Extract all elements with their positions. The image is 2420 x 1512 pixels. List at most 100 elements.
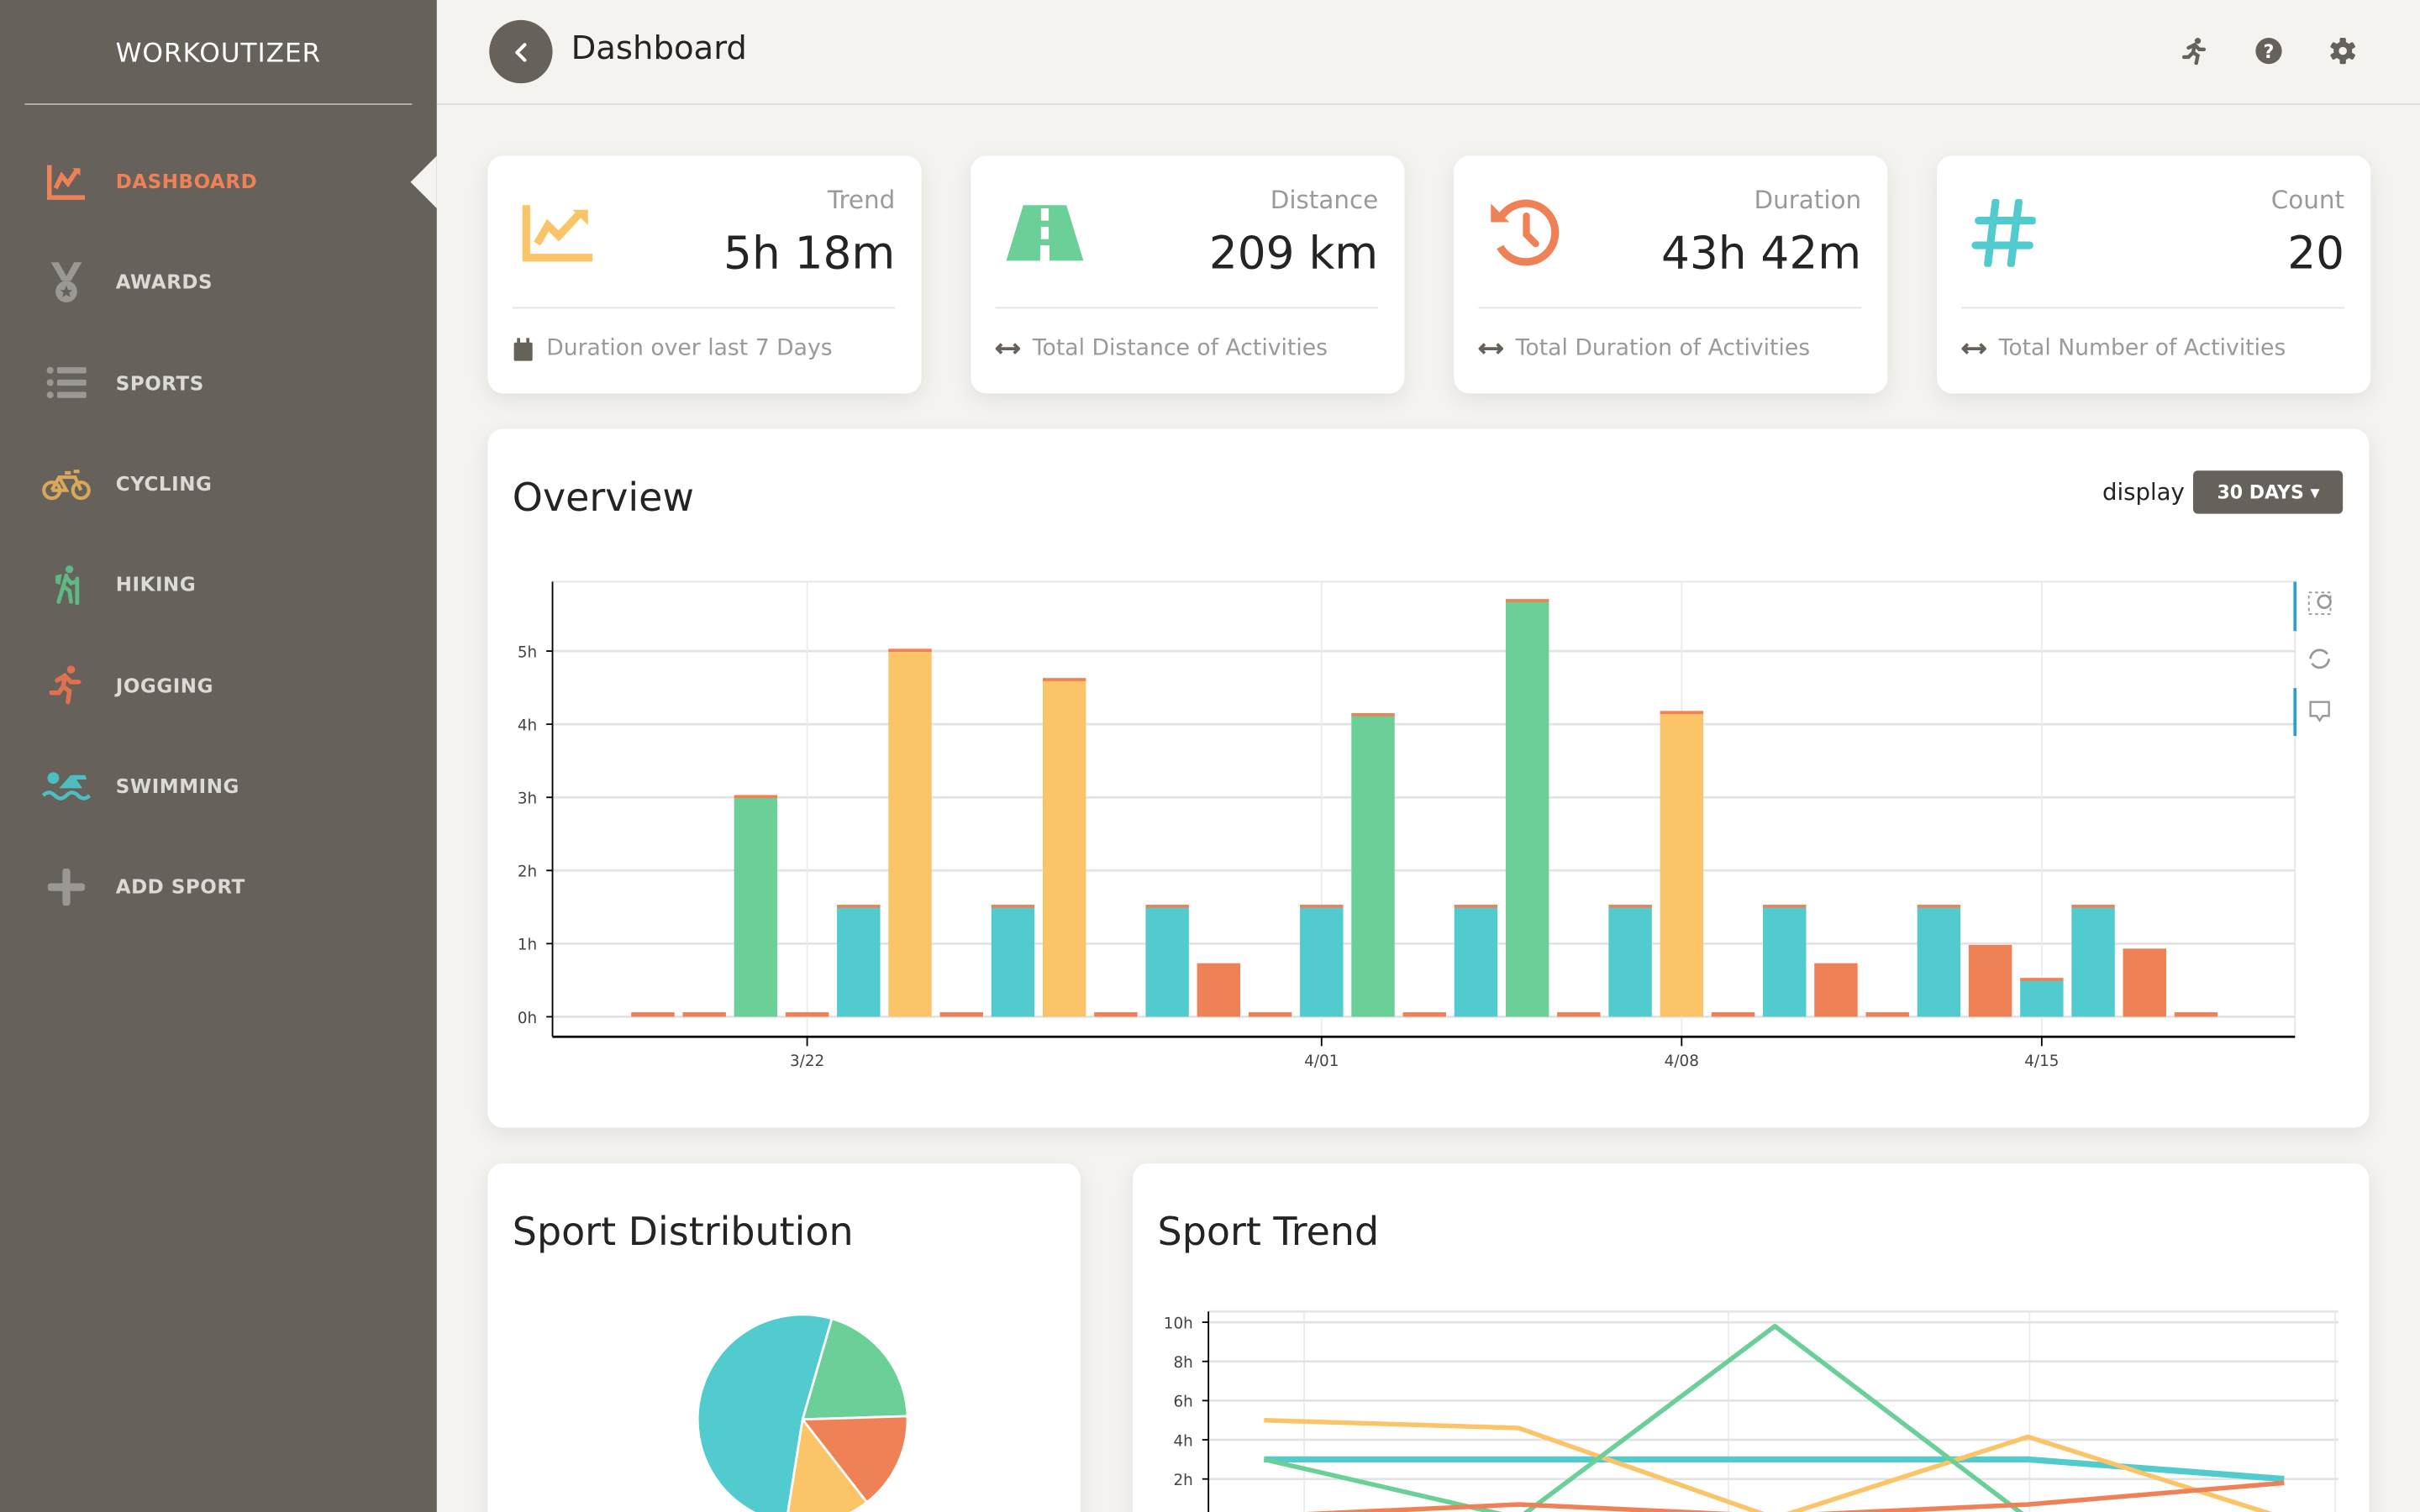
bar-cap (1608, 905, 1652, 908)
sidebar-item-hiking[interactable]: HIKING (0, 534, 437, 635)
divider (512, 307, 896, 309)
sidebar-item-label: SWIMMING (115, 774, 239, 798)
bar-3/29 (1145, 906, 1189, 1017)
line-jogging (1305, 1480, 2285, 1512)
sidebar-item-awards[interactable]: AWARDS (0, 232, 437, 333)
top-bar: Dashboard ? (436, 0, 2420, 105)
bar-4/15 (2020, 979, 2064, 1017)
bar-cap (1711, 1012, 1755, 1016)
pie-slice-cycling (786, 1416, 869, 1512)
bar-4/04 (1454, 906, 1498, 1017)
y-tick-label: 10h (1164, 1315, 1193, 1332)
sidebar-item-swimming[interactable]: SWIMMING (0, 736, 437, 837)
sidebar-item-jogging[interactable]: JOGGING (0, 635, 437, 736)
chart-line-icon (522, 205, 593, 262)
bar-3/28 (1094, 1014, 1138, 1017)
sport-trend-title: Sport Trend (1157, 1210, 1380, 1255)
help-icon[interactable]: ? (2254, 34, 2285, 67)
bar-4/13 (1917, 906, 1961, 1017)
stat-card-count: Count 20 Total Number of Activities (1937, 155, 2371, 394)
bar-4/11 (1814, 965, 1858, 1017)
sidebar-item-sports[interactable]: SPORTS (0, 333, 437, 433)
bar-cap (1814, 963, 1858, 967)
hiking-icon (42, 559, 92, 609)
bar-cap (1145, 905, 1189, 908)
bar-3/24 (888, 651, 932, 1017)
y-tick-label: 4h (1173, 1432, 1192, 1450)
page-title: Dashboard (571, 29, 747, 66)
stat-value: 20 (2287, 227, 2345, 280)
stat-footer: Total Duration of Activities (1515, 336, 1811, 361)
y-tick-label: 0h (1173, 1511, 1192, 1512)
bar-4/02 (1351, 715, 1395, 1017)
stat-label: Duration (1754, 185, 1862, 215)
back-button[interactable] (489, 19, 553, 84)
sport-distribution-pie (696, 1313, 909, 1512)
bar-cap (1402, 1012, 1446, 1016)
chart-line-icon (42, 157, 92, 207)
bar-cap (2071, 905, 2115, 908)
bar-cap (1300, 905, 1344, 908)
sidebar-item-dashboard[interactable]: DASHBOARD (0, 131, 437, 232)
y-tick-label: 3h (518, 790, 537, 808)
bar-cap (991, 905, 1035, 908)
stat-card-trend: Trend 5h 18m Duration over last 7 Days (487, 155, 922, 394)
bar-3/25 (939, 1014, 983, 1017)
road-icon (1006, 205, 1084, 261)
history-icon (1491, 199, 1560, 266)
x-tick-label: 4/01 (1304, 1053, 1339, 1070)
bar-cap (1042, 678, 1086, 681)
brand-logo[interactable]: WORKOUTIZER (24, 0, 413, 105)
bar-cap (734, 795, 778, 799)
overview-bar-chart: 0h 1h 2h 3h 4h 5h 3/22 4/01 4/08 4/15 (518, 580, 2332, 1070)
bar-4/01 (1300, 906, 1344, 1017)
bar-4/06 (1557, 1014, 1601, 1017)
y-tick-label: 0h (518, 1010, 537, 1027)
display-label: display (2102, 478, 2185, 507)
bar-cap (631, 1012, 675, 1016)
arrows-horizontal-icon (995, 343, 1021, 354)
plot-frame (551, 580, 2296, 1038)
bar-4/03 (1402, 1014, 1446, 1017)
stat-value: 43h 42m (1660, 227, 1862, 280)
bar-3/21 (734, 797, 778, 1017)
bar-3/20 (682, 1014, 726, 1017)
calendar-icon (513, 337, 533, 360)
running-icon (42, 660, 92, 710)
arrows-horizontal-icon (1478, 343, 1503, 354)
divider (995, 307, 1379, 309)
sidebar-item-cycling[interactable]: CYCLING (0, 433, 437, 534)
divider (1478, 307, 1862, 309)
comment-bubble (2309, 701, 2330, 722)
bar-3/31 (1248, 1014, 1292, 1017)
zoom-lens (2317, 594, 2332, 610)
list-icon (42, 359, 92, 408)
stat-footer: Total Number of Activities (1998, 336, 2286, 361)
stat-footer: Total Distance of Activities (1032, 336, 1328, 361)
sport-trend-card: Sport Trend 0h 2h 4h 6h 8h 10h (1133, 1163, 2370, 1512)
pie-slice-hiking (801, 1317, 909, 1421)
comment-icon[interactable] (2309, 701, 2330, 722)
zoom-select-icon[interactable] (2307, 591, 2332, 615)
stat-value: 209 km (1208, 227, 1379, 280)
bar-3/19 (631, 1014, 675, 1017)
active-caret (410, 155, 437, 208)
bar-4/17 (2123, 951, 2166, 1017)
sidebar-item-label: DASHBOARD (115, 170, 258, 193)
running-icon[interactable] (2179, 34, 2210, 67)
y-tick-label: 5h (518, 643, 537, 661)
bar-cap (1917, 905, 1961, 908)
display-range-dropdown[interactable]: 30 DAYS ▾ (2193, 470, 2344, 514)
reset-icon[interactable] (2309, 648, 2331, 669)
sidebar-item-label: SPORTS (115, 371, 204, 395)
overview-title: Overview (512, 475, 694, 520)
bar-4/08 (1660, 713, 1704, 1017)
sidebar-item-add-sport[interactable]: ADD SPORT (0, 837, 437, 937)
bar-cap (1968, 944, 2012, 948)
bar-cap (837, 905, 881, 908)
pie-slice-swimming (696, 1313, 834, 1512)
gear-icon[interactable] (2328, 34, 2359, 67)
divider (1961, 307, 2345, 309)
bar-4/12 (1865, 1014, 1909, 1017)
bar-cap (682, 1012, 726, 1016)
